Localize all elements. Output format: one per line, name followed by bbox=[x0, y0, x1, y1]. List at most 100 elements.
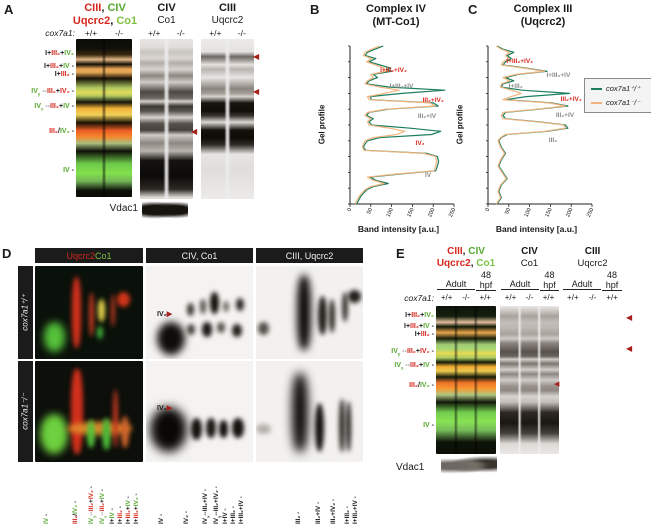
svg-text:100: 100 bbox=[524, 207, 533, 218]
svg-text:0: 0 bbox=[485, 207, 492, 212]
arrowhead-icon: ◀ bbox=[626, 313, 633, 322]
panel-a-col-civ: CIV bbox=[157, 2, 176, 14]
panel-e-ciii-blot bbox=[562, 306, 623, 454]
panel-a-genotypes-2: +/+ -/- bbox=[148, 28, 185, 38]
band-label: I+III₂+IV - bbox=[404, 323, 434, 330]
band-label: I+III₂+IV₂ bbox=[405, 312, 434, 319]
rot-label: I+III₂ - bbox=[117, 506, 124, 524]
panel-d-civ-wt bbox=[146, 266, 253, 359]
panel-a-header-proteins: Uqcrc2, Co1 bbox=[72, 15, 138, 27]
panel-a-civ-blot bbox=[140, 39, 193, 199]
panel-e-genotypes-1: +/+ -/- +/+ bbox=[440, 293, 492, 302]
chart-annotation: III₂ bbox=[548, 136, 558, 144]
chart-annotation: III₂+IV₂ bbox=[422, 97, 444, 105]
panel-d-iv2-annotation-ko: IV₂▶ bbox=[157, 405, 173, 412]
rot-label: IV₂ - bbox=[183, 511, 190, 524]
panel-a-header-antibodies: CIII, CIV bbox=[84, 2, 126, 14]
svg-text:250: 250 bbox=[586, 207, 595, 218]
panel-d-iv2-annotation-wt: IV₂▶ bbox=[157, 311, 173, 318]
panel-e-g1-proteins: Uqcrc2, Co1 bbox=[436, 258, 496, 269]
genotype-ko: -/- bbox=[115, 28, 124, 38]
panel-d-strip-civ: CIV, Co1 bbox=[146, 248, 253, 263]
chart-annotation: IV bbox=[424, 172, 432, 180]
legend-item-wt: cox7a1⁺/⁺ bbox=[591, 84, 647, 93]
panel-e-genotypes-2: +/+ -/- +/+ bbox=[504, 293, 555, 302]
rot-label: I+III₂+IV - bbox=[352, 496, 359, 524]
legend-swatch-wt bbox=[591, 87, 602, 90]
panel-b-xlabel: Band intensity [a.u.] bbox=[357, 224, 440, 234]
panel-c-ylabel: Gel profile bbox=[455, 104, 465, 145]
age-adult: Adult bbox=[437, 279, 475, 290]
band-label: I+III₂+IV - bbox=[44, 63, 74, 70]
band-label: IVy --III₂+IV₂ - bbox=[391, 348, 434, 357]
legend-item-ko: cox7a1⁻/⁻ bbox=[591, 98, 647, 107]
panel-e-g3-uqcrc2: Uqcrc2 bbox=[577, 258, 608, 269]
svg-text:200: 200 bbox=[565, 207, 574, 218]
chart-annotation: I+III₂ bbox=[508, 83, 523, 91]
svg-text:50: 50 bbox=[504, 207, 512, 215]
panel-d-fluor-ko bbox=[35, 361, 143, 462]
band-label: I+III₂ - bbox=[54, 71, 74, 78]
rot-label: III₂ - bbox=[295, 511, 302, 524]
band-label: IVx --III₂+IV - bbox=[34, 103, 74, 112]
panel-a-col-co1: Co1 bbox=[157, 15, 176, 26]
age-48hpf: 48 hpf bbox=[476, 270, 496, 291]
age-adult: Adult bbox=[501, 279, 539, 290]
panel-e-genotypes-3: +/+ -/- +/+ bbox=[567, 293, 618, 302]
rot-label: III₂/IV₂ - bbox=[72, 500, 79, 524]
panel-b-letter: B bbox=[310, 2, 320, 17]
panel-a-vdac-label: Vdac1 bbox=[109, 203, 138, 214]
svg-text:150: 150 bbox=[406, 207, 415, 218]
panel-b-chart: 0 50 100 150 200 250 I+III₂+IV₂ I+III₂+IV III₂+… bbox=[340, 44, 458, 222]
panel-d-strip-fluor: Uqcrc2 Co1 bbox=[35, 248, 143, 263]
rot-label: I+III₂+IV - bbox=[125, 496, 132, 524]
chart-annotation: III₂+IV bbox=[417, 113, 437, 121]
panel-e-vdac-label: Vdac1 bbox=[396, 462, 425, 473]
panel-d-row-wt: cox7a1⁺/⁺ bbox=[18, 266, 33, 359]
rot-label: I+III₂+IV₂ - bbox=[133, 493, 140, 524]
band-label: III₂/IV₂ - bbox=[49, 128, 74, 135]
panel-b-subtitle: (MT-Co1) bbox=[372, 16, 420, 28]
band-label: I+III₂ - bbox=[414, 331, 434, 338]
panel-e-fluorescent-blot bbox=[436, 306, 496, 454]
band-label: IV - bbox=[423, 422, 434, 429]
panel-d-civ-ko bbox=[146, 361, 253, 462]
panel-a-fluorescent-blot bbox=[76, 39, 132, 197]
panel-b-title: Complex IV bbox=[366, 3, 426, 15]
panel-a-gene-label: cox7a1: bbox=[45, 28, 75, 38]
band-label: IV - bbox=[63, 167, 74, 174]
arrowhead-icon: ◀ bbox=[626, 344, 633, 353]
panel-e-g3-ciii: CIII bbox=[584, 246, 601, 257]
panel-d-letter: D bbox=[2, 246, 12, 261]
chart-annotation: I+III₂+IV bbox=[389, 83, 414, 91]
panel-a-col-uqcrc2: Uqcrc2 bbox=[211, 15, 244, 26]
age-48hpf: 48 hpf bbox=[540, 270, 559, 291]
panel-a-genotypes-1: +/+ -/- bbox=[76, 28, 132, 38]
age-adult: Adult bbox=[563, 279, 601, 290]
band-label: IVx --III₂+IV - bbox=[394, 362, 434, 371]
panel-d-ciii-ko bbox=[256, 361, 363, 462]
svg-text:150: 150 bbox=[544, 207, 553, 218]
arrowhead-icon: ◀ bbox=[554, 381, 560, 388]
panel-c-title: Complex III bbox=[513, 3, 573, 15]
rot-label: IV - bbox=[158, 513, 165, 524]
rot-label: IVx--III₂+IV - bbox=[202, 489, 211, 524]
rot-label: I+III₂ - bbox=[344, 506, 351, 524]
svg-text:200: 200 bbox=[427, 207, 436, 218]
panel-d-fluor-wt bbox=[35, 266, 143, 359]
rot-label: IVx--III₂+IV - bbox=[99, 489, 108, 524]
panel-a-genotypes-3: +/+ -/- bbox=[209, 28, 246, 38]
panel-a-col-ciii: CIII bbox=[218, 2, 237, 14]
rot-label: III₂+IV - bbox=[315, 501, 322, 524]
panel-d-row-ko: cox7a1⁻/⁻ bbox=[18, 361, 33, 462]
arrowhead-icon: ◀ bbox=[191, 127, 198, 136]
panel-e-vdac-blot bbox=[441, 456, 497, 474]
panel-d-ciii-wt bbox=[256, 266, 363, 359]
panel-a-ciii-blot bbox=[201, 39, 254, 199]
rot-label: IVy--III₂+IV₂ - bbox=[88, 486, 97, 524]
panel-a-vdac-blot bbox=[142, 200, 188, 220]
rot-label: I+IV - bbox=[222, 508, 229, 524]
age-48hpf: 48 hpf bbox=[602, 270, 622, 291]
panel-e-civ-blot bbox=[500, 306, 559, 454]
